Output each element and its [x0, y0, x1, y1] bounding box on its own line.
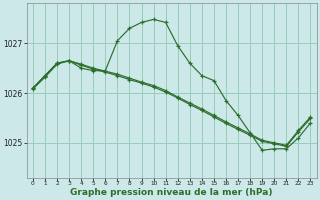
X-axis label: Graphe pression niveau de la mer (hPa): Graphe pression niveau de la mer (hPa): [70, 188, 273, 197]
